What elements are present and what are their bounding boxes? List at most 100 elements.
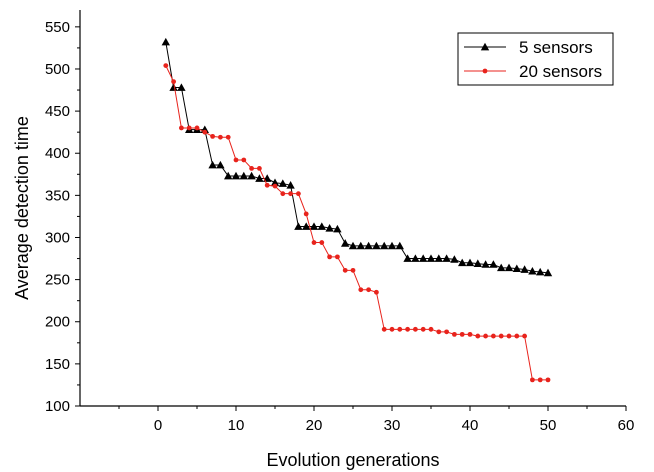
data-point-circle (545, 377, 551, 383)
data-point-circle (225, 134, 231, 140)
y-axis-title: Average detection time (12, 116, 32, 300)
data-point-triangle (216, 160, 225, 169)
legend-box (457, 32, 614, 86)
legend-label: 5 sensors (519, 38, 593, 57)
data-point-triangle (536, 267, 545, 276)
data-point-circle (296, 191, 301, 197)
data-point-triangle (512, 264, 521, 273)
data-point-triangle (426, 254, 436, 262)
data-point-circle (288, 191, 293, 197)
data-point-circle (233, 157, 239, 163)
data-point-triangle (520, 265, 529, 273)
data-point-circle (218, 134, 223, 140)
data-point-circle (202, 129, 208, 135)
data-point-circle (506, 333, 512, 339)
data-point-triangle (434, 254, 443, 262)
data-point-circle (522, 333, 527, 339)
y-tick-label: 550 (45, 19, 70, 36)
data-point-circle (335, 254, 340, 260)
data-point-triangle (411, 254, 420, 262)
data-point-triangle (387, 241, 397, 250)
data-point-circle (171, 79, 177, 85)
data-point-triangle (294, 222, 303, 230)
data-point-circle (514, 333, 520, 339)
data-point-circle (319, 240, 325, 245)
data-point-circle (264, 182, 270, 188)
data-point-circle (530, 377, 535, 383)
data-point-circle (420, 326, 426, 332)
legend-label: 20 sensors (519, 62, 602, 81)
data-point-triangle (465, 258, 475, 267)
x-tick-label: 30 (384, 417, 401, 434)
data-point-circle (358, 287, 364, 293)
data-point-triangle (255, 174, 264, 182)
data-point-triangle (208, 160, 217, 169)
y-tick-label: 100 (45, 398, 70, 415)
data-point-circle (436, 329, 442, 335)
data-point-circle (381, 326, 387, 332)
data-point-circle (257, 166, 262, 171)
data-point-circle (467, 331, 473, 337)
data-point-triangle (341, 239, 350, 247)
data-point-triangle (286, 181, 295, 189)
series-20-sensors (163, 63, 551, 383)
data-point-circle (342, 267, 348, 273)
data-point-triangle (333, 224, 342, 233)
x-tick-label: 60 (618, 417, 635, 434)
data-point-circle (483, 333, 488, 339)
y-tick-label: 450 (45, 103, 70, 120)
data-point-circle (210, 133, 216, 139)
data-point-circle (272, 183, 278, 189)
data-point-circle (249, 166, 255, 171)
y-tick-label: 300 (45, 229, 70, 246)
legend-entry: 20 sensors (464, 62, 602, 81)
legend: 5 sensors 20 sensors (457, 32, 614, 86)
data-point-triangle (348, 241, 358, 250)
data-point-triangle (356, 241, 365, 250)
data-point-circle (428, 326, 434, 332)
y-tick-label: 250 (45, 272, 70, 289)
y-tick-label: 500 (45, 61, 70, 78)
data-point-circle (350, 267, 356, 273)
x-tick-label: 50 (540, 417, 557, 434)
x-tick-label: 0 (154, 417, 162, 434)
data-point-circle (482, 68, 488, 74)
data-point-triangle (278, 179, 287, 187)
data-point-triangle (497, 263, 506, 272)
data-point-triangle (231, 171, 241, 180)
data-point-triangle (458, 258, 467, 267)
data-point-circle (194, 125, 200, 131)
data-point-circle (163, 63, 169, 69)
data-point-triangle (419, 254, 428, 262)
data-point-triangle (480, 42, 490, 51)
data-point-circle (303, 211, 309, 217)
y-axis-ticks: 100 150 200 250 300 350 400 450 500 550 (45, 19, 80, 415)
data-point-circle (327, 254, 332, 260)
x-tick-label: 20 (306, 417, 323, 434)
data-point-triangle (247, 171, 256, 180)
data-point-triangle (169, 83, 178, 91)
data-point-triangle (364, 241, 373, 250)
data-point-triangle (177, 83, 186, 91)
data-point-circle (311, 240, 317, 245)
data-point-circle (179, 125, 184, 131)
data-point-circle (498, 333, 504, 339)
data-point-triangle (528, 266, 537, 275)
series-layer (161, 37, 553, 383)
x-tick-label: 10 (228, 417, 245, 434)
data-point-triangle (161, 37, 170, 46)
y-tick-label: 350 (45, 187, 70, 204)
data-point-triangle (270, 178, 280, 187)
data-point-triangle (317, 222, 326, 230)
y-tick-label: 200 (45, 314, 70, 331)
data-point-triangle (380, 241, 389, 250)
series-5-sensors (161, 37, 553, 277)
data-point-triangle (473, 259, 482, 267)
data-point-circle (405, 326, 410, 332)
series-line (165, 65, 548, 381)
data-point-triangle (450, 255, 459, 263)
data-point-circle (444, 329, 449, 335)
data-point-triangle (372, 241, 381, 250)
data-point-triangle (224, 171, 233, 180)
